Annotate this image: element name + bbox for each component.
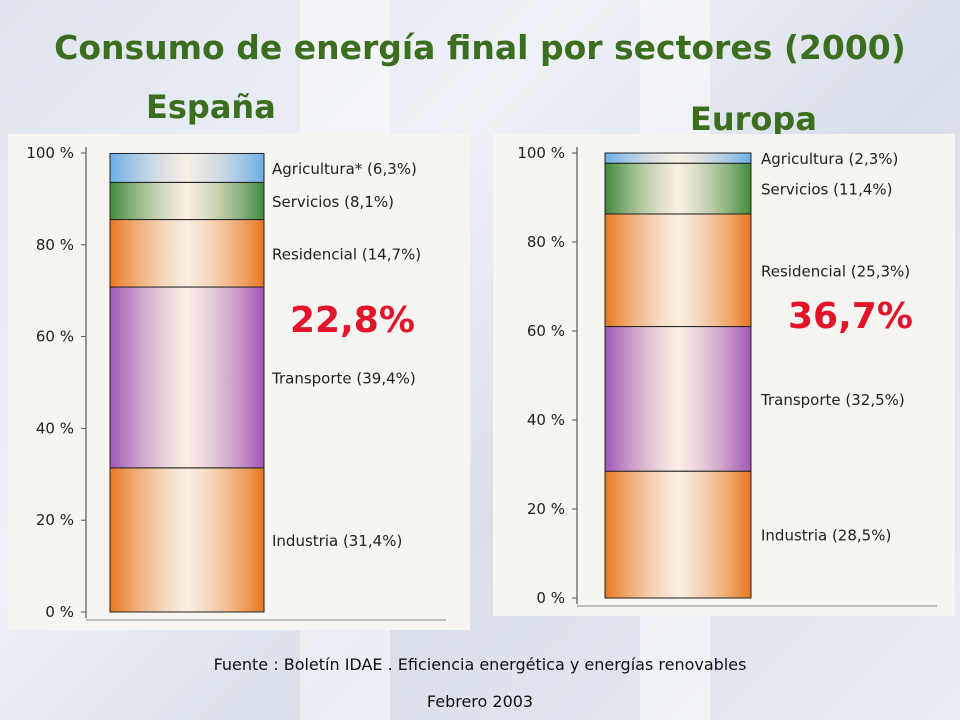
bar-segment-transporte <box>604 326 752 472</box>
chart-title: Consumo de energía final por sectores (2… <box>54 28 906 67</box>
y-tick-label: 0 % <box>45 603 74 621</box>
segment-label-transporte: Transporte (32,5%) <box>760 391 905 409</box>
chart-panel-europa: 0 % 20 % 40 % 60 % 80 % 100 % Industria (28,5%… <box>493 134 955 616</box>
y-tick-label: 60 % <box>36 328 74 346</box>
bar-segment-agricultura <box>109 152 265 183</box>
source-date: Febrero 2003 <box>426 692 534 711</box>
y-tick-label: 80 % <box>527 233 565 251</box>
y-tick-label: 60 % <box>527 322 565 340</box>
bar-segment-industria <box>604 470 752 599</box>
segment-label-agricultura: Agricultura* (6,3%) <box>272 160 417 178</box>
y-tick-label: 20 % <box>36 511 74 529</box>
highlight-percentage-espana: 22,8% <box>290 300 415 341</box>
highlight-percentage-europa: 36,7% <box>788 296 913 337</box>
bar-segment-residencial <box>604 213 752 328</box>
source-note: Fuente : Boletín IDAE . Eficiencia energ… <box>213 655 747 674</box>
segment-label-residencial: Residencial (25,3%) <box>761 262 910 280</box>
bar-segment-residencial <box>109 219 265 288</box>
y-tick-label: 100 % <box>26 144 74 162</box>
bar-segment-agricultura <box>604 152 752 164</box>
stacked-bar-chart-europa: 0 % 20 % 40 % 60 % 80 % 100 % Industria (28,5%… <box>517 144 937 607</box>
segment-label-servicios: Servicios (8,1%) <box>272 193 394 211</box>
segment-label-transporte: Transporte (39,4%) <box>271 369 416 387</box>
y-tick-label: 80 % <box>36 236 74 254</box>
y-tick-label: 100 % <box>517 144 565 162</box>
bar-segment-transporte <box>109 286 265 469</box>
y-tick-label: 40 % <box>36 419 74 437</box>
chart-panel-espana: 0 % 20 % 40 % 60 % 80 % 100 % Industria (31,4%… <box>8 134 470 630</box>
segment-label-industria: Industria (28,5%) <box>761 527 891 545</box>
stacked-bar-chart-espana: 0 % 20 % 40 % 60 % 80 % 100 % Industria (31,4%… <box>26 144 446 621</box>
bar-segment-servicios <box>604 162 752 215</box>
segment-label-residencial: Residencial (14,7%) <box>272 245 421 263</box>
bar-segment-industria <box>109 467 265 613</box>
region-label-espana: España <box>146 88 276 126</box>
y-tick-label: 40 % <box>527 411 565 429</box>
segment-label-industria: Industria (31,4%) <box>272 532 402 550</box>
bar-segment-servicios <box>109 181 265 221</box>
segment-label-agricultura: Agricultura (2,3%) <box>761 150 898 168</box>
y-tick-label: 20 % <box>527 500 565 518</box>
segment-label-servicios: Servicios (11,4%) <box>761 181 893 199</box>
y-tick-label: 0 % <box>536 589 565 607</box>
region-label-europa: Europa <box>690 100 817 138</box>
